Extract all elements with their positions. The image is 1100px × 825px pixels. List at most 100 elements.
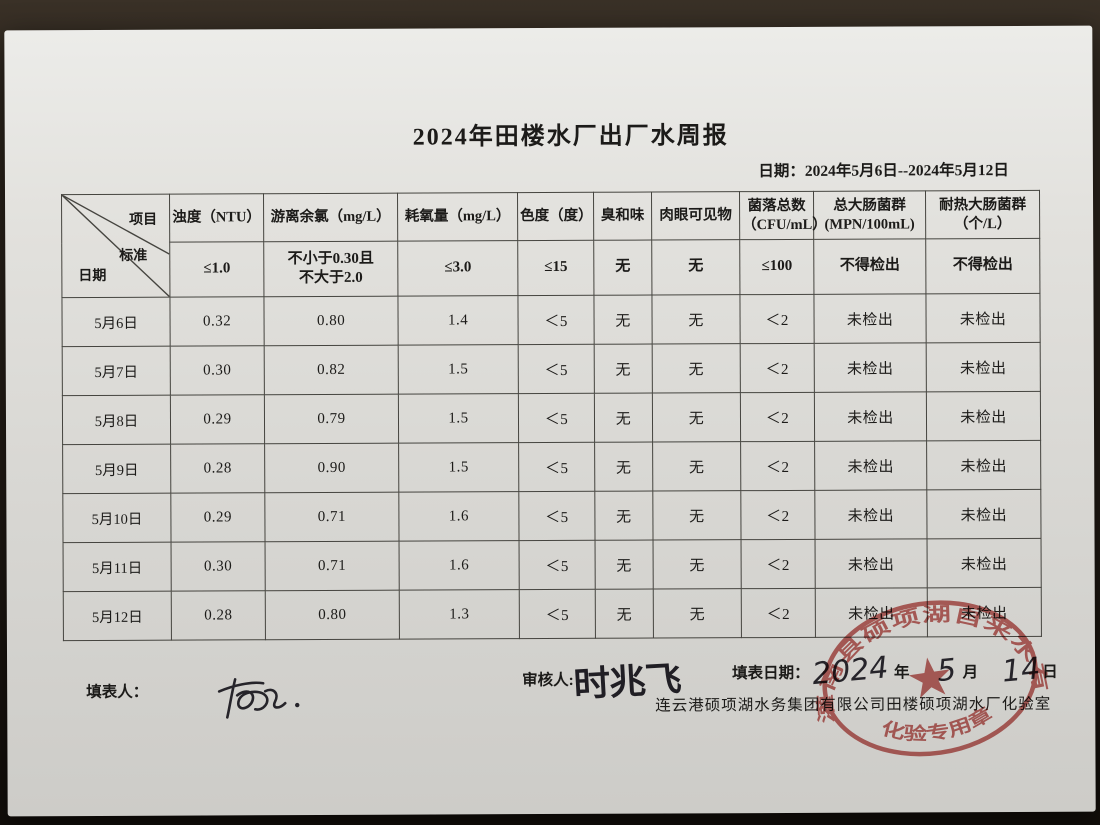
report-table: 项目 标准 日期 浊度（NTU） 游离余氯（mg/L） 耗氧量（mg/L） 色度… bbox=[61, 190, 1042, 641]
column-header: 肉眼可见物 bbox=[651, 191, 740, 241]
standard-cell: 无 bbox=[593, 240, 652, 296]
value-cell: ＜2 bbox=[739, 294, 815, 344]
header-row: 项目 标准 日期 浊度（NTU） 游离余氯（mg/L） 耗氧量（mg/L） 色度… bbox=[61, 190, 1040, 298]
value-cell: ＜5 bbox=[518, 393, 595, 443]
column-header: 耐热大肠菌群 （个/L） bbox=[925, 190, 1040, 239]
corner-cell: 项目 标准 日期 bbox=[61, 194, 170, 298]
value-cell: 无 bbox=[653, 588, 742, 639]
lab-stamp: 灌南县硕项湖自来水有限公司 ★ 化验专用章 bbox=[798, 570, 1053, 757]
value-cell: 0.29 bbox=[170, 492, 266, 543]
table-row: 5月10日 0.29 0.71 1.6 ＜5 无 无 ＜2 未检出 未检出 bbox=[62, 489, 1042, 543]
standard-cell: 不得检出 bbox=[925, 238, 1040, 294]
value-cell: 未检出 bbox=[814, 391, 927, 442]
date-cell: 5月9日 bbox=[62, 444, 171, 494]
value-cell: 0.28 bbox=[170, 443, 265, 494]
table-row: 5月9日 0.28 0.90 1.5 ＜5 无 无 ＜2 未检出 未检出 bbox=[62, 440, 1041, 494]
value-cell: ＜5 bbox=[518, 344, 595, 394]
value-cell: 1.4 bbox=[397, 295, 519, 346]
value-cell: ＜2 bbox=[740, 343, 815, 393]
value-cell: 未检出 bbox=[926, 489, 1042, 539]
value-cell: 0.28 bbox=[171, 590, 266, 641]
stamp-ring bbox=[822, 600, 1038, 757]
value-cell: 0.32 bbox=[169, 296, 265, 347]
column-header: 臭和味 bbox=[593, 192, 652, 241]
table-row: 5月7日 0.30 0.82 1.5 ＜5 无 无 ＜2 未检出 未检出 bbox=[62, 342, 1041, 396]
standard-cell: ≤100 bbox=[739, 239, 814, 295]
value-cell: 未检出 bbox=[814, 440, 927, 491]
value-cell: 未检出 bbox=[815, 538, 928, 589]
column-header: 菌落总数 （CFU/mL） bbox=[739, 191, 827, 240]
date-cell: 5月6日 bbox=[61, 297, 171, 347]
value-cell: 0.90 bbox=[264, 443, 399, 493]
value-cell: ＜5 bbox=[518, 491, 596, 541]
date-cell: 5月10日 bbox=[62, 493, 172, 543]
value-cell: 未检出 bbox=[925, 293, 1041, 343]
standard-cell: 不小于0.30且 不大于2.0 bbox=[263, 241, 398, 297]
value-cell: 无 bbox=[652, 490, 742, 541]
value-cell: 1.5 bbox=[398, 393, 519, 444]
reviewer-label: 审核人: bbox=[522, 671, 574, 690]
value-cell: 无 bbox=[593, 295, 653, 345]
filler-label: 填表人： bbox=[86, 683, 149, 702]
diagonal-lines bbox=[62, 194, 170, 298]
report-title: 2024年田楼水厂出厂水周报 bbox=[412, 123, 729, 151]
value-cell: 无 bbox=[651, 294, 741, 345]
column-header: 浊度（NTU） bbox=[169, 193, 264, 243]
value-cell: ＜2 bbox=[740, 392, 815, 442]
corner-label-date: 日期 bbox=[78, 268, 107, 285]
value-cell: 未检出 bbox=[926, 342, 1041, 392]
standard-cell: ≤15 bbox=[517, 240, 594, 296]
filler-signature bbox=[217, 678, 300, 719]
column-header: 游离余氯（mg/L） bbox=[263, 193, 398, 242]
table-row: 5月6日 0.32 0.80 1.4 ＜5 无 无 ＜2 未检出 未检出 bbox=[61, 293, 1041, 347]
value-cell: 0.82 bbox=[264, 345, 399, 395]
value-cell: 无 bbox=[652, 392, 741, 443]
date-cell: 5月8日 bbox=[62, 395, 171, 445]
column-header: 耗氧量（mg/L） bbox=[397, 192, 518, 242]
value-cell: 无 bbox=[594, 491, 654, 541]
table-row: 5月8日 0.29 0.79 1.5 ＜5 无 无 ＜2 未检出 未检出 bbox=[62, 391, 1041, 445]
value-cell: 0.30 bbox=[171, 541, 266, 592]
value-cell: 未检出 bbox=[926, 440, 1041, 490]
standard-cell: ≤3.0 bbox=[397, 240, 518, 297]
value-cell: 无 bbox=[594, 393, 653, 443]
stamp-star-icon: ★ bbox=[902, 645, 959, 711]
value-cell: 无 bbox=[595, 589, 654, 639]
value-cell: 无 bbox=[594, 344, 653, 394]
value-cell: 0.71 bbox=[265, 541, 400, 591]
value-cell: 0.80 bbox=[263, 296, 399, 346]
value-cell: 0.80 bbox=[265, 590, 400, 640]
fill-date-label: 填表日期： bbox=[732, 664, 810, 683]
value-cell: 未检出 bbox=[814, 489, 928, 540]
date-cell: 5月11日 bbox=[63, 542, 172, 592]
value-cell: 未检出 bbox=[813, 293, 927, 344]
value-cell: 1.3 bbox=[399, 589, 520, 640]
value-cell: ＜5 bbox=[519, 589, 596, 639]
value-cell: 0.71 bbox=[264, 492, 400, 542]
corner-label-project: 项目 bbox=[129, 212, 158, 228]
value-cell: 未检出 bbox=[814, 342, 927, 393]
value-cell: ＜2 bbox=[740, 490, 816, 540]
standard-cell: 不得检出 bbox=[813, 238, 926, 295]
standard-cell: ≤1.0 bbox=[169, 241, 264, 298]
table-row: 5月11日 0.30 0.71 1.6 ＜5 无 无 ＜2 未检出 未检出 bbox=[63, 538, 1042, 592]
column-header: 总大肠菌群 (MPN/100mL) bbox=[813, 190, 926, 240]
value-cell: 无 bbox=[653, 539, 742, 590]
value-cell: 1.5 bbox=[398, 442, 519, 493]
value-cell: 0.30 bbox=[170, 345, 265, 396]
value-cell: 无 bbox=[652, 343, 741, 394]
value-cell: 无 bbox=[652, 441, 741, 492]
value-cell: 0.79 bbox=[264, 394, 399, 444]
corner-label-standard: 标准 bbox=[119, 248, 148, 264]
paper-sheet: 2024年田楼水厂出厂水周报 日期：2024年5月6日--2024年5月12日 … bbox=[4, 25, 1096, 817]
value-cell: ＜5 bbox=[519, 540, 596, 590]
value-cell: 无 bbox=[595, 540, 654, 590]
value-cell: ＜2 bbox=[741, 539, 816, 589]
date-cell: 5月12日 bbox=[63, 591, 172, 641]
value-cell: 1.6 bbox=[399, 540, 520, 591]
column-header: 色度（度） bbox=[517, 192, 594, 241]
value-cell: 无 bbox=[594, 442, 653, 492]
date-cell: 5月7日 bbox=[62, 346, 171, 396]
value-cell: 1.6 bbox=[398, 491, 520, 542]
